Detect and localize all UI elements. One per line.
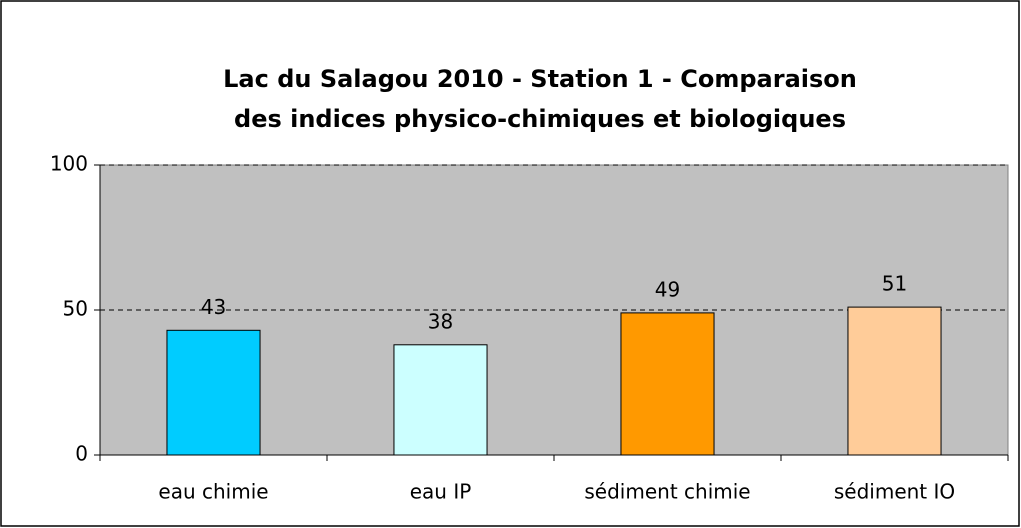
x-tick-label: sédiment IO (834, 480, 955, 504)
chart-title: des indices physico-chimiques et biologi… (234, 105, 846, 133)
x-tick-label: sédiment chimie (584, 480, 750, 504)
bar (847, 306, 942, 456)
y-tick-label: 0 (75, 442, 88, 466)
bar (166, 329, 261, 456)
x-tick-label: eau IP (410, 480, 472, 504)
x-tick-label: eau chimie (158, 480, 268, 504)
bar (620, 312, 715, 456)
y-tick-label: 50 (63, 297, 88, 321)
bar (393, 344, 488, 456)
data-label: 51 (882, 272, 907, 296)
data-label: 49 (655, 277, 680, 301)
chart-title: Lac du Salagou 2010 - Station 1 - Compar… (223, 65, 857, 93)
data-label: 38 (428, 309, 453, 333)
y-tick-label: 100 (50, 152, 88, 176)
data-label: 43 (201, 295, 226, 319)
